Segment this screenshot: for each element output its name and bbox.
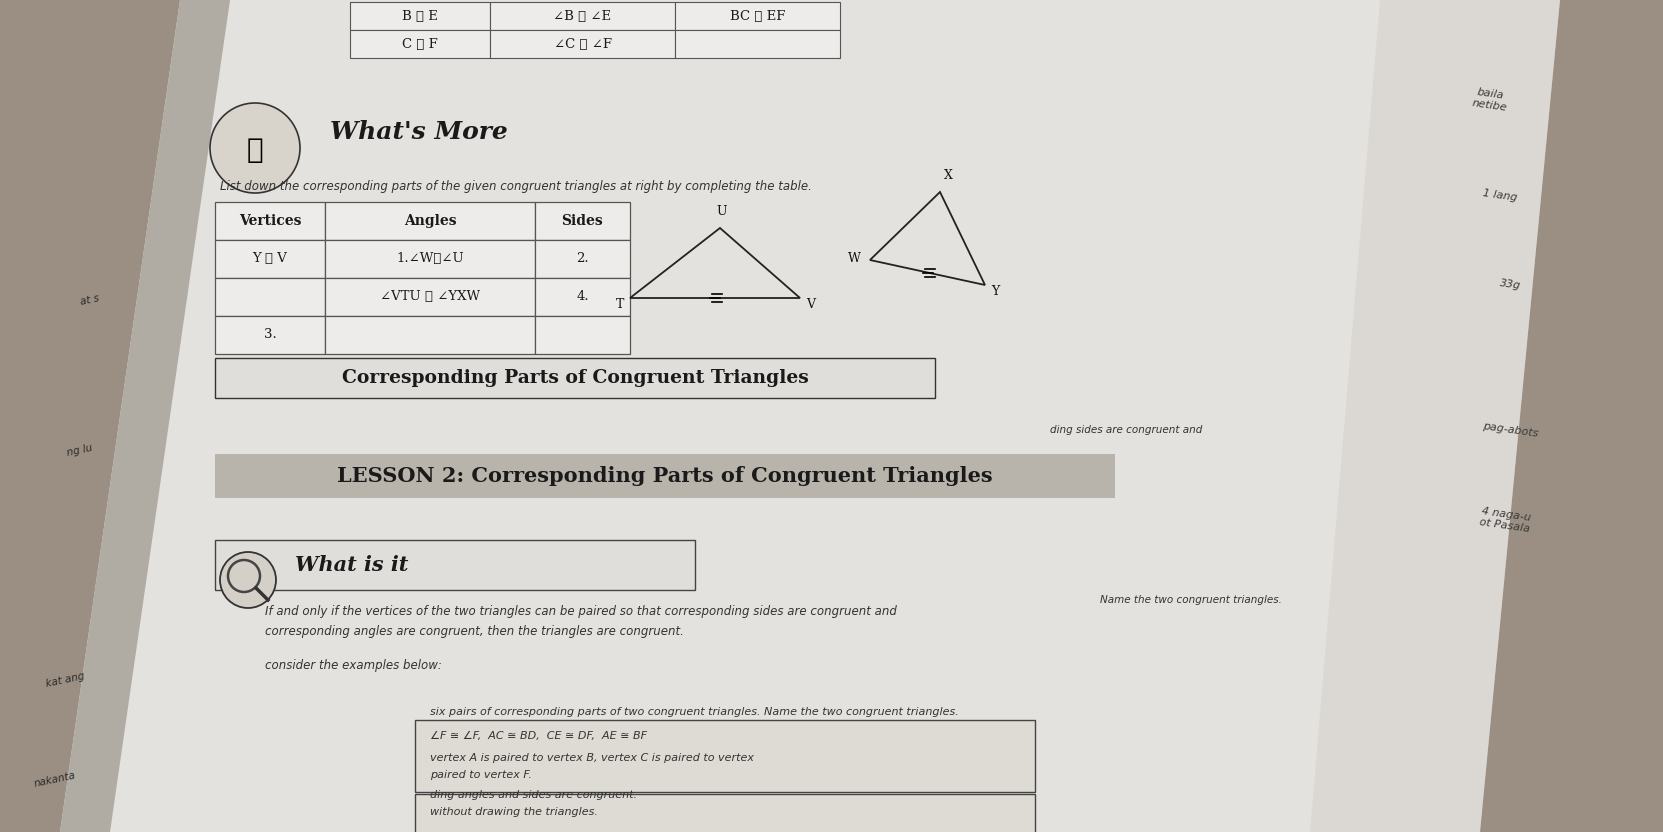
Text: ding angles and sides are congruent.: ding angles and sides are congruent. [431, 790, 637, 800]
Text: at s: at s [80, 293, 100, 307]
Text: V: V [807, 298, 815, 311]
Polygon shape [60, 0, 1560, 832]
Text: What's More: What's More [329, 120, 507, 144]
Bar [491, 30, 675, 58]
Text: Y: Y [991, 285, 999, 298]
Text: corresponding angles are congruent, then the triangles are congruent.: corresponding angles are congruent, then… [264, 626, 683, 638]
Text: B ≅ E: B ≅ E [402, 9, 437, 22]
Polygon shape [1310, 0, 1560, 832]
Bar [215, 240, 324, 278]
Bar [349, 2, 491, 30]
Bar [535, 202, 630, 240]
Bar [215, 202, 324, 240]
Text: consider the examples below:: consider the examples below: [264, 658, 442, 671]
Text: Sides: Sides [562, 214, 604, 228]
Text: baila
netibe: baila netibe [1472, 87, 1508, 113]
Text: nakanta: nakanta [33, 770, 76, 790]
Bar [215, 454, 1114, 498]
Bar [215, 316, 324, 354]
Text: Vertices: Vertices [239, 214, 301, 228]
Bar [324, 278, 535, 316]
Text: ∠B ≅ ∠E: ∠B ≅ ∠E [554, 9, 612, 22]
Bar [324, 202, 535, 240]
Text: 🏗: 🏗 [246, 136, 263, 164]
Bar [675, 2, 840, 30]
Bar [416, 720, 1034, 792]
Bar [535, 316, 630, 354]
Text: six pairs of corresponding parts of two congruent triangles. Name the two congru: six pairs of corresponding parts of two … [431, 707, 960, 717]
Text: What is it: What is it [294, 555, 409, 575]
Text: Y ≅ V: Y ≅ V [253, 252, 288, 265]
Text: List down the corresponding parts of the given congruent triangles at right by c: List down the corresponding parts of the… [220, 180, 812, 193]
Text: ∠F ≅ ∠F,  AC ≅ BD,  CE ≅ DF,  AE ≅ BF: ∠F ≅ ∠F, AC ≅ BD, CE ≅ DF, AE ≅ BF [431, 731, 647, 741]
Text: vertex A is paired to vertex B, vertex C is paired to vertex: vertex A is paired to vertex B, vertex C… [431, 753, 753, 763]
Bar [491, 2, 675, 30]
Text: 1 lang: 1 lang [1482, 188, 1518, 202]
Text: 2.: 2. [575, 252, 589, 265]
Text: BC ≅ EF: BC ≅ EF [730, 9, 785, 22]
Bar [535, 240, 630, 278]
Bar [535, 278, 630, 316]
Bar [324, 240, 535, 278]
Text: Corresponding Parts of Congruent Triangles: Corresponding Parts of Congruent Triangl… [341, 369, 808, 387]
Text: 4.: 4. [575, 290, 589, 304]
Text: If and only if the vertices of the two triangles can be paired so that correspon: If and only if the vertices of the two t… [264, 606, 896, 618]
Text: 1.∠W≅∠U: 1.∠W≅∠U [396, 252, 464, 265]
Bar [349, 30, 491, 58]
Text: Angles: Angles [404, 214, 456, 228]
Bar [675, 30, 840, 58]
Bar [215, 540, 695, 590]
Text: paired to vertex F.: paired to vertex F. [431, 770, 532, 780]
Text: ng lu: ng lu [67, 443, 93, 458]
Circle shape [220, 552, 276, 608]
Text: 3.: 3. [264, 329, 276, 341]
Text: Name the two congruent triangles.: Name the two congruent triangles. [1099, 595, 1282, 605]
Text: pag-abots: pag-abots [1482, 421, 1538, 438]
Polygon shape [60, 0, 229, 832]
Bar [215, 358, 935, 398]
Bar [324, 316, 535, 354]
Text: C ≅ F: C ≅ F [402, 37, 437, 51]
Bar [215, 278, 324, 316]
Text: ∠C ≅ ∠F: ∠C ≅ ∠F [554, 37, 612, 51]
Text: 4 naga-u
ot Pasala: 4 naga-u ot Pasala [1478, 506, 1532, 534]
Bar [416, 794, 1034, 832]
Text: 33g: 33g [1498, 279, 1522, 291]
Circle shape [210, 103, 299, 193]
Text: without drawing the triangles.: without drawing the triangles. [431, 807, 599, 817]
Text: ding sides are congruent and: ding sides are congruent and [1049, 425, 1202, 435]
Text: U: U [717, 205, 727, 218]
Text: kat ang: kat ang [45, 671, 85, 689]
Text: ∠VTU ≅ ∠YXW: ∠VTU ≅ ∠YXW [379, 290, 481, 304]
Text: LESSON 2: Corresponding Parts of Congruent Triangles: LESSON 2: Corresponding Parts of Congrue… [338, 466, 993, 486]
Text: W: W [848, 252, 861, 265]
Text: X: X [945, 169, 953, 182]
Text: T: T [615, 298, 624, 311]
